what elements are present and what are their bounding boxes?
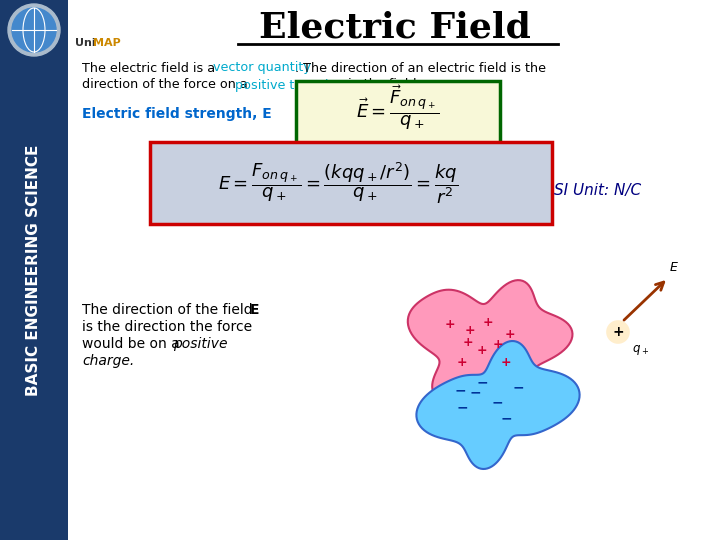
Text: positive: positive <box>173 337 228 351</box>
Text: Electric field strength, E: Electric field strength, E <box>82 107 271 121</box>
Text: +: + <box>500 355 511 368</box>
Text: +: + <box>492 339 503 352</box>
Text: +: + <box>482 315 493 328</box>
Text: −: − <box>476 375 488 389</box>
Text: The electric field is a: The electric field is a <box>82 62 219 75</box>
Text: +: + <box>477 343 487 356</box>
Text: The direction of the field: The direction of the field <box>82 303 257 317</box>
Circle shape <box>8 4 60 56</box>
FancyBboxPatch shape <box>150 142 552 224</box>
FancyBboxPatch shape <box>296 81 500 150</box>
Text: +: + <box>445 319 455 332</box>
Text: +: + <box>456 355 467 368</box>
Polygon shape <box>416 341 580 469</box>
Circle shape <box>12 8 56 52</box>
Text: vector quantity: vector quantity <box>213 62 310 75</box>
Text: Electric Field: Electric Field <box>259 11 531 45</box>
Text: E: E <box>670 261 678 274</box>
Polygon shape <box>408 280 572 440</box>
Text: direction of the force on a: direction of the force on a <box>82 78 252 91</box>
Text: −: − <box>454 383 466 397</box>
Bar <box>0 0 68 540</box>
Text: charge.: charge. <box>82 354 134 368</box>
Text: −: − <box>500 411 512 425</box>
Text: $E = \dfrac{F_{on\,q_+}}{q_+} = \dfrac{(kqq_+/r^2)}{q_+} = \dfrac{kq}{r^2}$: $E = \dfrac{F_{on\,q_+}}{q_+} = \dfrac{(… <box>218 160 458 206</box>
Text: −: − <box>456 400 468 414</box>
Text: +: + <box>464 323 475 336</box>
Text: −: − <box>469 385 481 399</box>
Text: −: − <box>512 380 524 394</box>
Text: Uni: Uni <box>75 38 96 48</box>
Text: +: + <box>612 325 624 339</box>
Text: $q_+$: $q_+$ <box>632 343 649 357</box>
Text: SI Unit: N/C: SI Unit: N/C <box>554 183 642 198</box>
Text: would be on a: would be on a <box>82 337 184 351</box>
Text: . The direction of an electric field is the: . The direction of an electric field is … <box>294 62 546 75</box>
Text: positive test charge: positive test charge <box>235 78 361 91</box>
Text: E: E <box>250 303 259 317</box>
Text: +: + <box>463 335 473 348</box>
Text: MAP: MAP <box>93 38 121 48</box>
Text: BASIC ENGINEERING SCIENCE: BASIC ENGINEERING SCIENCE <box>27 144 42 396</box>
Text: in the field.: in the field. <box>343 78 420 91</box>
Text: is the direction the force: is the direction the force <box>82 320 252 334</box>
Circle shape <box>607 321 629 343</box>
Text: −: − <box>491 395 503 409</box>
Text: +: + <box>505 328 516 341</box>
Text: $\vec{E} = \dfrac{\vec{F}_{on\,q_+}}{q_+}$: $\vec{E} = \dfrac{\vec{F}_{on\,q_+}}{q_+… <box>356 84 440 132</box>
